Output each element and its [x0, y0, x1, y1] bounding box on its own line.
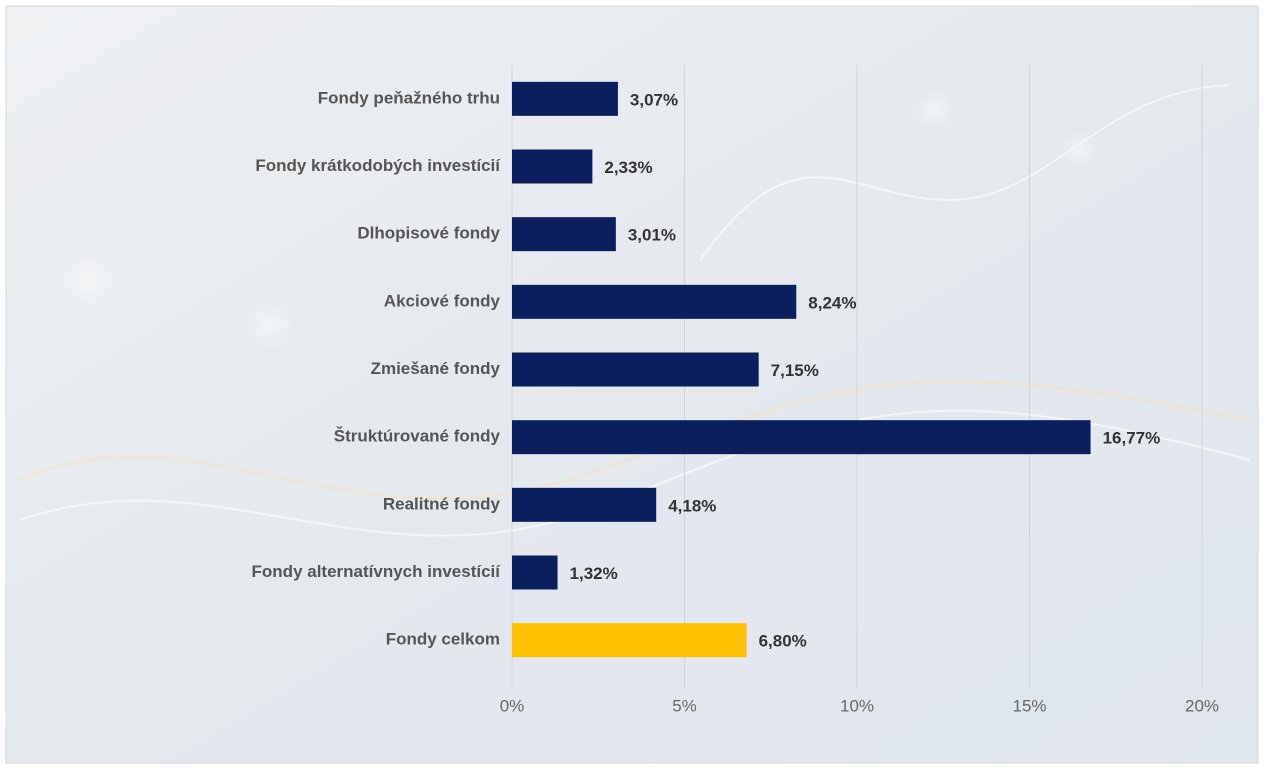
value-label: 7,15% [771, 361, 819, 380]
value-label: 6,80% [759, 632, 807, 651]
x-tick-label: 5% [672, 696, 697, 715]
value-label: 4,18% [668, 496, 716, 515]
bar [512, 149, 593, 184]
category-label: Akciové fondy [384, 291, 501, 310]
decoration [19, 84, 1251, 537]
category-label: Fondy celkom [386, 630, 500, 649]
value-label: 8,24% [808, 293, 856, 312]
value-label: 2,33% [604, 158, 652, 177]
x-tick-label: 0% [500, 696, 525, 715]
category-label: Zmiešané fondy [371, 359, 501, 378]
category-label: Dlhopisové fondy [357, 224, 500, 243]
value-label: 3,01% [628, 226, 676, 245]
bar [512, 487, 657, 522]
category-label: Realitné fondy [383, 494, 501, 513]
value-label: 3,07% [630, 90, 678, 109]
bar [512, 555, 558, 590]
bar [512, 217, 616, 252]
category-label: Fondy krátkodobých investícií [255, 156, 501, 175]
x-tick-label: 15% [1012, 696, 1046, 715]
bar [512, 284, 797, 319]
value-label: 1,32% [570, 564, 618, 583]
category-label: Fondy alternatívnych investícií [252, 562, 502, 581]
category-label: Štruktúrované fondy [334, 427, 501, 446]
bar [512, 352, 759, 387]
value-label: 16,77% [1103, 429, 1161, 448]
bar [512, 420, 1091, 455]
x-tick-label: 20% [1185, 696, 1219, 715]
x-tick-label: 10% [840, 696, 874, 715]
bar [512, 623, 747, 658]
category-label: Fondy peňažného trhu [318, 88, 500, 107]
bar [512, 81, 618, 116]
